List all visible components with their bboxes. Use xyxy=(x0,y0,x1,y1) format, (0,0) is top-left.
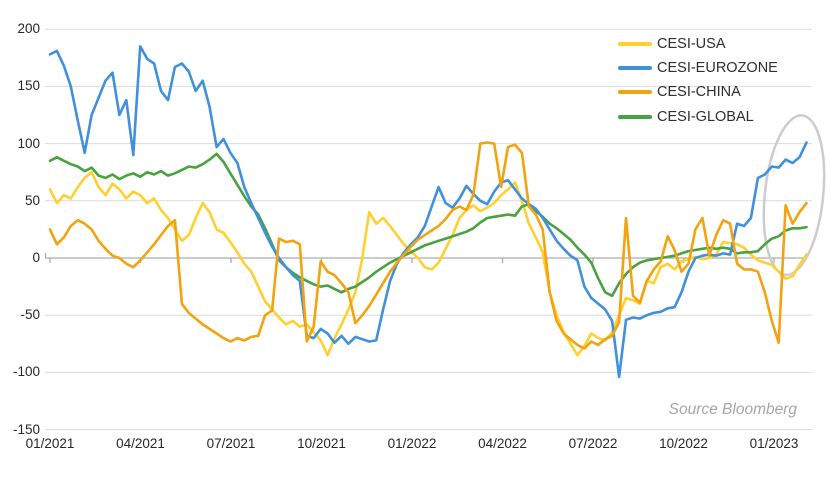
legend-item-cesi-china: CESI-CHINA xyxy=(618,83,741,101)
x-tick-label-04/2022: 04/2022 xyxy=(478,436,527,451)
y-tick-label--150: -150 xyxy=(12,421,40,437)
highlight-ellipse xyxy=(762,114,826,277)
x-tick-label-07/2021: 07/2021 xyxy=(206,436,256,451)
y-tick-label--50: -50 xyxy=(20,307,40,323)
y-tick-label-150: 150 xyxy=(17,78,40,94)
legend-swatch-cesi-eurozone xyxy=(618,66,652,70)
x-tick-label-10/2021: 10/2021 xyxy=(297,436,346,451)
legend-item-cesi-usa: CESI-USA xyxy=(618,35,726,53)
x-tick-label-01/2022: 01/2022 xyxy=(387,436,437,451)
y-tick-label-100: 100 xyxy=(17,135,40,151)
legend-item-cesi-global: CESI-GLOBAL xyxy=(618,108,754,126)
y-tick-label-50: 50 xyxy=(24,192,40,208)
legend-label: CESI-CHINA xyxy=(657,84,741,100)
legend-label: CESI-GLOBAL xyxy=(657,109,754,125)
x-tick-label-10/2022: 10/2022 xyxy=(659,436,708,451)
y-tick-label-0: 0 xyxy=(32,250,40,265)
x-tick-label-07/2022: 07/2022 xyxy=(568,436,618,451)
y-tick-label--100: -100 xyxy=(12,364,40,380)
source-credit: Source Bloomberg xyxy=(668,401,797,418)
x-tick-label-01/2023: 01/2023 xyxy=(749,436,799,451)
legend-label: CESI-EUROZONE xyxy=(657,60,778,76)
legend-swatch-cesi-global xyxy=(618,115,652,119)
x-tick-label-01/2021: 01/2021 xyxy=(25,436,75,451)
y-tick-label-200: 200 xyxy=(17,21,40,37)
legend-label: CESI-USA xyxy=(657,36,726,52)
legend-item-cesi-eurozone: CESI-EUROZONE xyxy=(618,59,778,77)
series-line-cesi-china xyxy=(48,141,808,350)
legend-swatch-cesi-usa xyxy=(618,42,652,46)
x-tick-label-04/2021: 04/2021 xyxy=(116,436,165,451)
series-line-cesi-global xyxy=(48,152,808,298)
series-line-cesi-eurozone xyxy=(48,45,808,379)
legend-swatch-cesi-china xyxy=(618,90,652,94)
